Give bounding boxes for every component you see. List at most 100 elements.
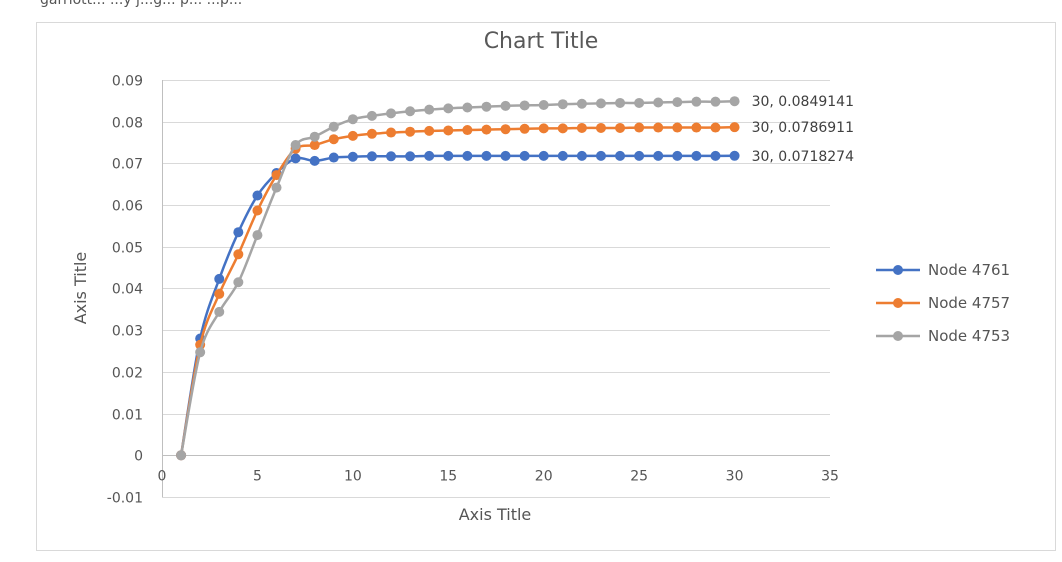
data-point — [328, 134, 339, 145]
y-tick-label: 0.04 — [112, 282, 143, 298]
data-point — [557, 150, 568, 161]
data-point — [214, 288, 225, 299]
y-tick-label: 0.01 — [112, 408, 143, 424]
data-point — [214, 306, 225, 317]
data-point — [500, 150, 511, 161]
legend-label: Node 4757 — [928, 294, 1010, 312]
data-point — [347, 114, 358, 125]
data-point — [405, 106, 416, 117]
data-point — [443, 125, 454, 136]
y-tick-label: 0.05 — [112, 241, 143, 257]
data-point — [233, 249, 244, 260]
data-point — [328, 121, 339, 132]
data-point — [462, 125, 473, 136]
data-point — [500, 124, 511, 135]
data-point — [309, 140, 320, 151]
y-tick-label: 0.09 — [112, 74, 143, 90]
x-tick-label: 35 — [821, 469, 839, 485]
data-point — [424, 125, 435, 136]
legend-swatch-marker — [893, 265, 903, 275]
labels-layer: -0.01 0 0.01 0.02 0.03 0.04 0.05 0.06 0.07 0.08 0.… — [40, 0, 854, 507]
data-point — [500, 100, 511, 111]
y-tick-label: 0.02 — [112, 366, 143, 382]
data-point — [691, 122, 702, 133]
data-point — [634, 150, 645, 161]
data-point — [672, 150, 683, 161]
data-point — [443, 103, 454, 114]
data-point — [538, 150, 549, 161]
data-point — [386, 151, 397, 162]
data-point — [691, 150, 702, 161]
axes — [162, 80, 830, 497]
x-axis-title: Axis Title — [459, 505, 532, 524]
data-point — [252, 190, 263, 201]
data-point — [710, 150, 721, 161]
data-point — [386, 108, 397, 119]
data-point — [366, 151, 377, 162]
y-tick-label: 0.06 — [112, 199, 143, 215]
series-node-4761 — [176, 150, 740, 461]
data-point — [729, 122, 740, 133]
x-tick-label: 10 — [344, 469, 362, 485]
data-point — [595, 122, 606, 133]
data-point — [672, 97, 683, 108]
data-point — [347, 151, 358, 162]
legend-label: Node 4761 — [928, 261, 1010, 279]
chart-title: Chart Title — [484, 29, 599, 54]
data-point — [328, 152, 339, 163]
data-point — [595, 98, 606, 109]
data-point — [424, 104, 435, 115]
data-point — [710, 122, 721, 133]
data-point — [233, 227, 244, 238]
data-point — [462, 150, 473, 161]
data-point — [653, 97, 664, 108]
data-point — [557, 99, 568, 110]
data-point — [691, 96, 702, 107]
legend-label: Node 4753 — [928, 327, 1010, 345]
cropped-header-text: garriott... ...y j...g... p... ...p... — [40, 0, 242, 8]
data-point — [233, 277, 244, 288]
data-point — [672, 122, 683, 133]
data-point — [271, 182, 282, 193]
end-data-label: 30, 0.0718274 — [752, 149, 855, 165]
data-point — [386, 127, 397, 138]
data-point — [710, 96, 721, 107]
data-point — [519, 100, 530, 111]
data-point — [252, 205, 263, 216]
data-point — [176, 450, 187, 461]
data-point — [729, 150, 740, 161]
data-point — [653, 150, 664, 161]
data-point — [653, 122, 664, 133]
data-point — [462, 102, 473, 113]
gridlines — [162, 80, 830, 498]
data-point — [615, 122, 626, 133]
x-tick-label: 25 — [630, 469, 648, 485]
data-point — [290, 153, 301, 164]
data-point — [271, 170, 282, 181]
data-point — [481, 101, 492, 112]
data-point — [576, 150, 587, 161]
data-point — [557, 123, 568, 134]
data-point — [424, 150, 435, 161]
data-point — [519, 150, 530, 161]
data-point — [595, 150, 606, 161]
end-data-label: 30, 0.0849141 — [752, 94, 854, 110]
data-point — [309, 131, 320, 142]
data-point — [443, 150, 454, 161]
x-tick-label: 5 — [253, 469, 262, 485]
data-point — [405, 151, 416, 162]
data-point — [481, 150, 492, 161]
data-point — [405, 126, 416, 137]
data-point — [729, 96, 740, 107]
end-data-label: 30, 0.0786911 — [752, 120, 854, 136]
y-axis-title: Axis Title — [71, 252, 90, 325]
chart-area-border — [36, 22, 1056, 551]
data-point — [538, 100, 549, 111]
data-point — [290, 140, 301, 151]
data-point — [615, 150, 626, 161]
x-tick-label: 20 — [535, 469, 553, 485]
data-point — [634, 97, 645, 108]
data-point — [347, 130, 358, 141]
